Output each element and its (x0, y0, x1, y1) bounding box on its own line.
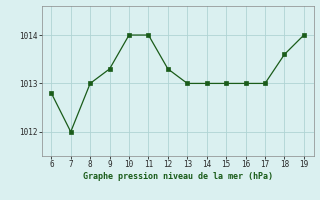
X-axis label: Graphe pression niveau de la mer (hPa): Graphe pression niveau de la mer (hPa) (83, 172, 273, 181)
